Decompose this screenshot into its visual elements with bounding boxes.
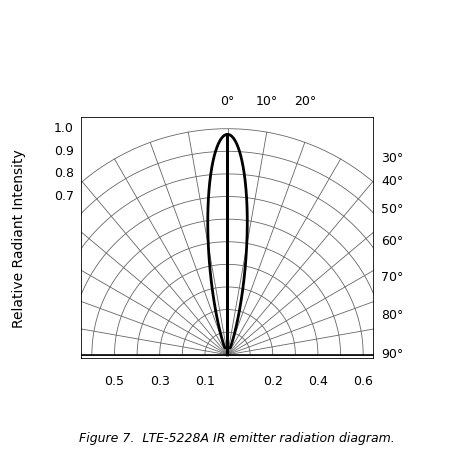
Text: Figure 7.  LTE-5228A IR emitter radiation diagram.: Figure 7. LTE-5228A IR emitter radiation… [79,432,395,445]
Text: 90°: 90° [381,348,403,361]
Text: 40°: 40° [381,175,403,188]
Text: 0.4: 0.4 [308,375,328,388]
Text: 1.0: 1.0 [54,122,74,135]
Text: 0.9: 0.9 [54,145,74,158]
Text: 0.1: 0.1 [195,375,215,388]
Text: 0.5: 0.5 [104,375,125,388]
Text: 70°: 70° [381,271,404,284]
Text: 0°: 0° [220,95,235,109]
Text: 80°: 80° [381,309,404,322]
Text: 0.3: 0.3 [150,375,170,388]
Text: 20°: 20° [294,95,316,109]
Text: 0.2: 0.2 [263,375,283,388]
Text: 50°: 50° [381,203,404,216]
Text: 10°: 10° [255,95,278,109]
Text: Relative Radiant Intensity: Relative Radiant Intensity [12,149,26,328]
Text: 0.6: 0.6 [353,375,373,388]
Text: 0.7: 0.7 [54,190,74,203]
Text: 0.8: 0.8 [54,168,74,180]
Text: 30°: 30° [381,153,403,166]
Text: 60°: 60° [381,235,403,248]
